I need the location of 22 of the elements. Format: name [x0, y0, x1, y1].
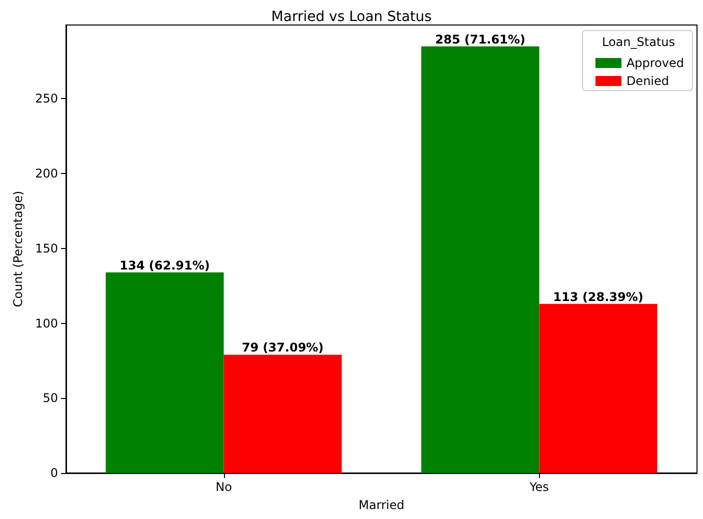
y-tick-label: 250 [35, 92, 58, 106]
bar [539, 304, 658, 473]
data-label: 134 (62.91%) [120, 258, 210, 272]
y-axis-title: Count (Percentage) [11, 190, 25, 308]
legend-label: Approved [626, 56, 684, 70]
data-label: 79 (37.09%) [242, 340, 324, 355]
y-tick-label: 50 [42, 391, 58, 406]
y-tick-label: 0 [50, 466, 58, 480]
bar [421, 46, 540, 473]
bar [106, 272, 224, 473]
y-tick-label: 200 [35, 166, 58, 181]
y-tick-label: 100 [35, 316, 58, 330]
legend-title: Loan_Status [602, 35, 675, 49]
bar [224, 354, 342, 473]
chart-title: Married vs Loan Status [271, 9, 432, 25]
x-tick-label: Yes [528, 480, 549, 494]
legend-label: Denied [626, 74, 670, 88]
data-label: 285 (71.61%) [435, 32, 526, 46]
x-tick-label: No [216, 480, 232, 494]
x-axis-title: Married [358, 498, 404, 512]
y-tick-label: 150 [35, 241, 58, 256]
data-label: 113 (28.39%) [553, 290, 644, 304]
